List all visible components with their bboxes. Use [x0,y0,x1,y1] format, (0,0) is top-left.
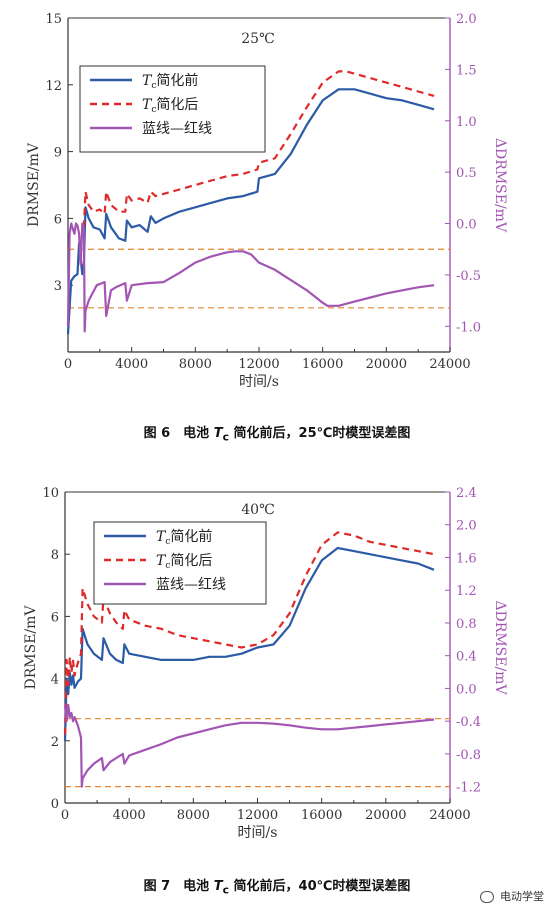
legend-symbol: T [142,73,153,89]
legend-subscript: c [151,105,156,115]
legend-label: 蓝线—红线 [156,577,226,593]
right-y-tick-label: 2.0 [456,519,477,534]
x-tick-label: 8000 [177,808,210,823]
right-y-tick-label: -0.5 [456,269,481,284]
right-y-tick-label: 0.8 [456,617,477,632]
caption-subscript: c [222,883,230,897]
x-tick-label: 8000 [179,357,212,372]
right-y-tick-label: 2.0 [456,12,477,27]
series-line-after [82,70,435,228]
right-y-tick-label: 2.4 [456,486,477,501]
right-y-tick-label: 0.4 [456,650,477,665]
legend-label: Tc简化前 [142,72,198,91]
x-tick-label: 4000 [113,808,146,823]
right-y-tick-label: -1.0 [456,320,481,335]
legend-symbol: T [156,553,167,569]
x-axis-label: 时间/s [239,374,279,390]
x-tick-label: 16000 [302,357,343,372]
right-y-tick-label: 1.2 [456,584,477,599]
legend-label: Tc简化后 [142,96,198,115]
x-tick-label: 12000 [238,357,279,372]
right-y-tick-label: 1.5 [456,63,477,78]
x-tick-label: 0 [61,808,69,823]
right-y-tick-label: -1.2 [456,781,481,796]
left-y-tick-label: 8 [51,548,59,563]
right-y-tick-label: 1.6 [456,551,477,566]
left-y-tick-label: 10 [42,486,59,501]
x-tick-label: 16000 [301,808,342,823]
x-tick-label: 24000 [429,808,470,823]
left-y-axis-label: DRMSE/mV [23,605,39,690]
series-line-diff [66,222,435,333]
caption-symbol: T [213,426,223,441]
figure-7-caption: 图 7 电池 Tc 简化前后，40℃时模型误差图 [0,875,554,897]
legend-subscript: c [151,81,156,91]
legend-text: 简化前 [156,72,198,89]
legend-label: Tc简化后 [156,552,212,571]
x-tick-label: 20000 [366,357,407,372]
chart-title: 25℃ [241,31,274,47]
left-y-axis-label: DRMSE/mV [26,142,42,227]
right-y-tick-label: 0.0 [456,218,477,233]
right-y-axis-label: ΔDRMSE/mV [492,138,508,233]
legend-text: 简化后 [170,552,212,569]
legend-text: 简化前 [170,528,212,545]
left-y-tick-label: 15 [45,12,62,27]
left-y-tick-label: 2 [51,735,59,750]
legend-subscript: c [165,561,170,571]
x-tick-label: 4000 [115,357,148,372]
caption-symbol: T [213,879,223,894]
left-y-tick-label: 3 [54,279,62,294]
right-y-tick-label: -0.8 [456,748,481,763]
right-y-axis-label: ΔDRMSE/mV [492,600,508,695]
caption-prefix: 图 7 电池 [143,879,210,894]
x-tick-label: 12000 [237,808,278,823]
x-tick-label: 0 [64,357,72,372]
legend-symbol: T [142,97,153,113]
watermark-text: 电动学堂 [500,890,544,903]
chart-title: 40℃ [241,502,274,518]
caption-subscript: c [222,430,230,444]
wechat-icon [479,891,494,903]
left-y-tick-label: 9 [54,146,62,161]
series-line-before [63,546,435,741]
caption-prefix: 图 6 电池 [143,426,210,441]
x-axis-label: 时间/s [238,825,278,841]
legend-label: 蓝线—红线 [142,121,212,137]
left-y-tick-label: 0 [51,797,59,812]
left-y-tick-label: 6 [51,610,59,625]
right-y-tick-label: 0.0 [456,682,477,697]
x-tick-label: 24000 [429,357,470,372]
legend-label: Tc简化前 [156,528,212,547]
legend-symbol: T [156,529,167,545]
legend-subscript: c [165,537,170,547]
series-line-after [63,531,435,735]
left-y-tick-label: 6 [54,212,62,227]
right-y-tick-label: -0.4 [456,715,481,730]
watermark: 电动学堂 [479,888,544,904]
caption-suffix: 简化前后，40℃时模型误差图 [233,879,411,894]
series-line-diff [63,703,435,788]
chart-40c: 0 4000 8000 12000 16000 20000 24000 0 2 4 6 8 10 -1.2… [23,486,508,841]
chart-25c: 0 4000 8000 12000 16000 20000 24000 3 6 9 12 15 -1.0… [26,12,508,390]
left-y-tick-label: 12 [45,79,62,94]
caption-suffix: 简化前后，25℃时模型误差图 [233,426,411,441]
x-tick-label: 20000 [365,808,406,823]
right-y-tick-label: 0.5 [456,166,477,181]
figure-6-caption: 图 6 电池 Tc 简化前后，25℃时模型误差图 [0,422,554,444]
legend-text: 简化后 [156,96,198,113]
right-y-tick-label: 1.0 [456,115,477,130]
left-y-tick-label: 4 [51,673,59,688]
